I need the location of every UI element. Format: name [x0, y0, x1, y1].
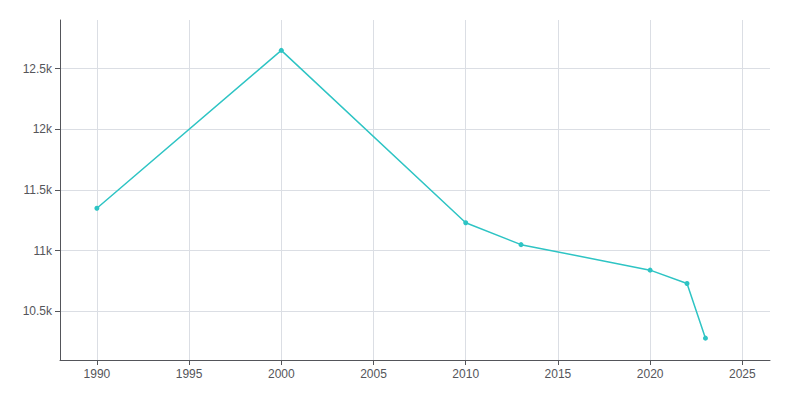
svg-text:11.5k: 11.5k — [24, 183, 53, 197]
svg-text:10.5k: 10.5k — [23, 304, 53, 318]
svg-text:12.5k: 12.5k — [23, 62, 53, 76]
svg-text:2010: 2010 — [452, 367, 479, 381]
svg-text:1990: 1990 — [84, 367, 111, 381]
svg-text:2000: 2000 — [268, 367, 295, 381]
svg-text:12k: 12k — [33, 122, 53, 136]
svg-text:2015: 2015 — [545, 367, 572, 381]
svg-text:1995: 1995 — [176, 367, 203, 381]
svg-text:11k: 11k — [34, 244, 53, 258]
svg-text:2020: 2020 — [637, 367, 664, 381]
svg-text:2025: 2025 — [729, 367, 756, 381]
svg-text:2005: 2005 — [360, 367, 387, 381]
